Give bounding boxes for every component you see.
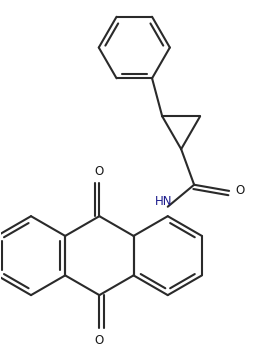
Text: O: O — [235, 184, 245, 198]
Text: O: O — [95, 334, 104, 346]
Text: HN: HN — [155, 195, 172, 208]
Text: O: O — [95, 164, 104, 177]
